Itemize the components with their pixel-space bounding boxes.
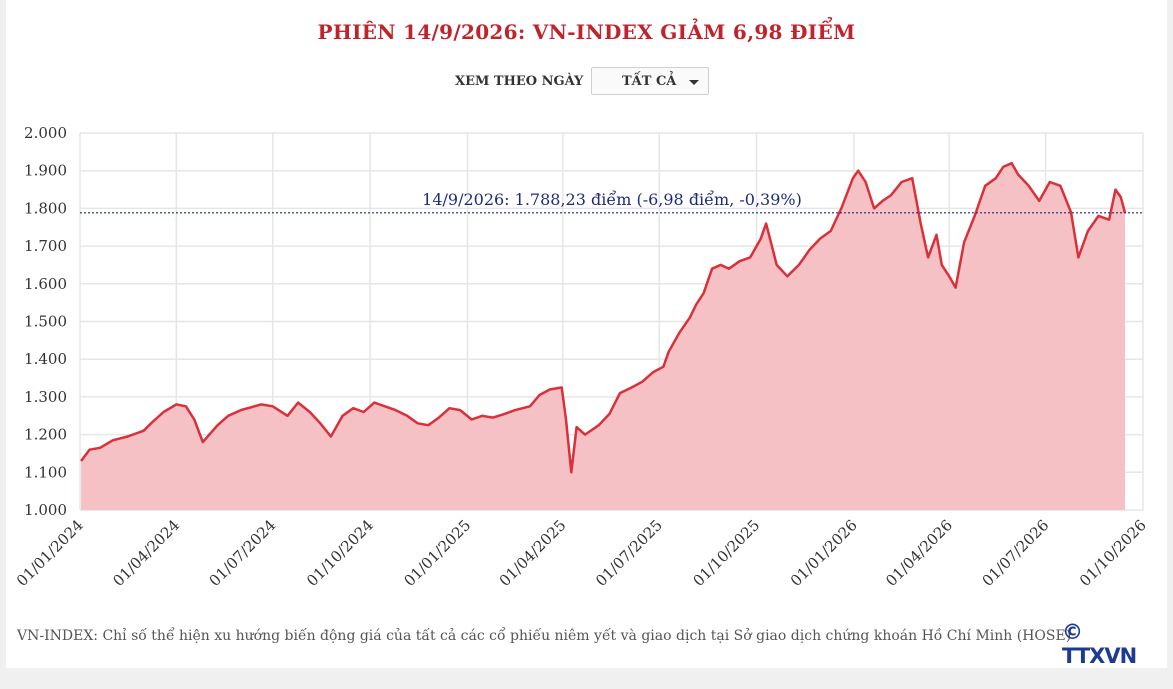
y-tick-label: 1.300 (24, 388, 67, 406)
y-tick-label: 1.400 (24, 350, 67, 368)
ttxvn-logo: © TTXVN (1062, 620, 1162, 668)
y-tick-label: 1.800 (24, 199, 67, 217)
x-tick-label: 01/04/2024 (109, 516, 183, 590)
x-tick-label: 01/07/2026 (979, 516, 1053, 590)
x-tick-label: 01/01/2026 (787, 516, 861, 590)
x-tick-label: 01/04/2026 (882, 516, 956, 590)
y-tick-label: 1.700 (24, 237, 67, 255)
y-tick-label: 1.200 (24, 426, 67, 444)
y-tick-label: 1.100 (24, 463, 67, 481)
date-filter: XEM THEO NGÀY TẤT CẢ (0, 66, 1173, 96)
x-tick-label: 01/01/2024 (13, 516, 87, 590)
series-area (81, 163, 1126, 510)
filter-label: XEM THEO NGÀY (455, 74, 584, 89)
y-tick-label: 1.900 (24, 162, 67, 180)
vnindex-chart: 1.000 1.100 1.200 1.300 1.400 1.500 1.600 1.700… (13, 124, 1150, 590)
reference-annotation: 14/9/2026: 1.788,23 điểm (-6,98 điểm, -0… (422, 190, 802, 209)
y-tick-label: 1.600 (24, 275, 67, 293)
x-tick-label: 01/10/2025 (690, 516, 764, 590)
y-tick-label: 1.000 (24, 501, 67, 519)
date-range-select[interactable]: TẤT CẢ (591, 67, 709, 95)
chevron-down-icon (689, 80, 699, 85)
x-tick-label: 01/01/2025 (400, 516, 474, 590)
footnote: VN-INDEX: Chỉ số thể hiện xu hướng biến … (17, 628, 1072, 644)
y-tick-label: 1.500 (24, 313, 67, 331)
date-range-select-value: TẤT CẢ (622, 74, 677, 89)
y-tick-label: 2.000 (24, 124, 67, 142)
logo-text: © TTXVN (1062, 620, 1137, 668)
series-line (80, 161, 1127, 474)
page-title: PHIÊN 14/9/2026: VN-INDEX GIẢM 6,98 ĐIỂM (317, 20, 856, 44)
x-tick-label: 01/04/2025 (496, 516, 570, 590)
x-tick-label: 01/10/2026 (1076, 516, 1150, 590)
x-tick-label: 01/07/2024 (206, 516, 280, 590)
x-tick-label: 01/07/2025 (592, 516, 666, 590)
x-tick-label: 01/10/2024 (303, 516, 377, 590)
